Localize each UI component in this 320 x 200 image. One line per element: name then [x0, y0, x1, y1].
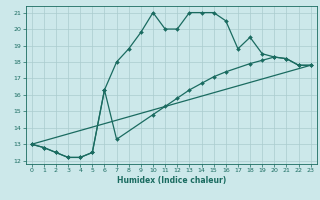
X-axis label: Humidex (Indice chaleur): Humidex (Indice chaleur) [116, 176, 226, 185]
